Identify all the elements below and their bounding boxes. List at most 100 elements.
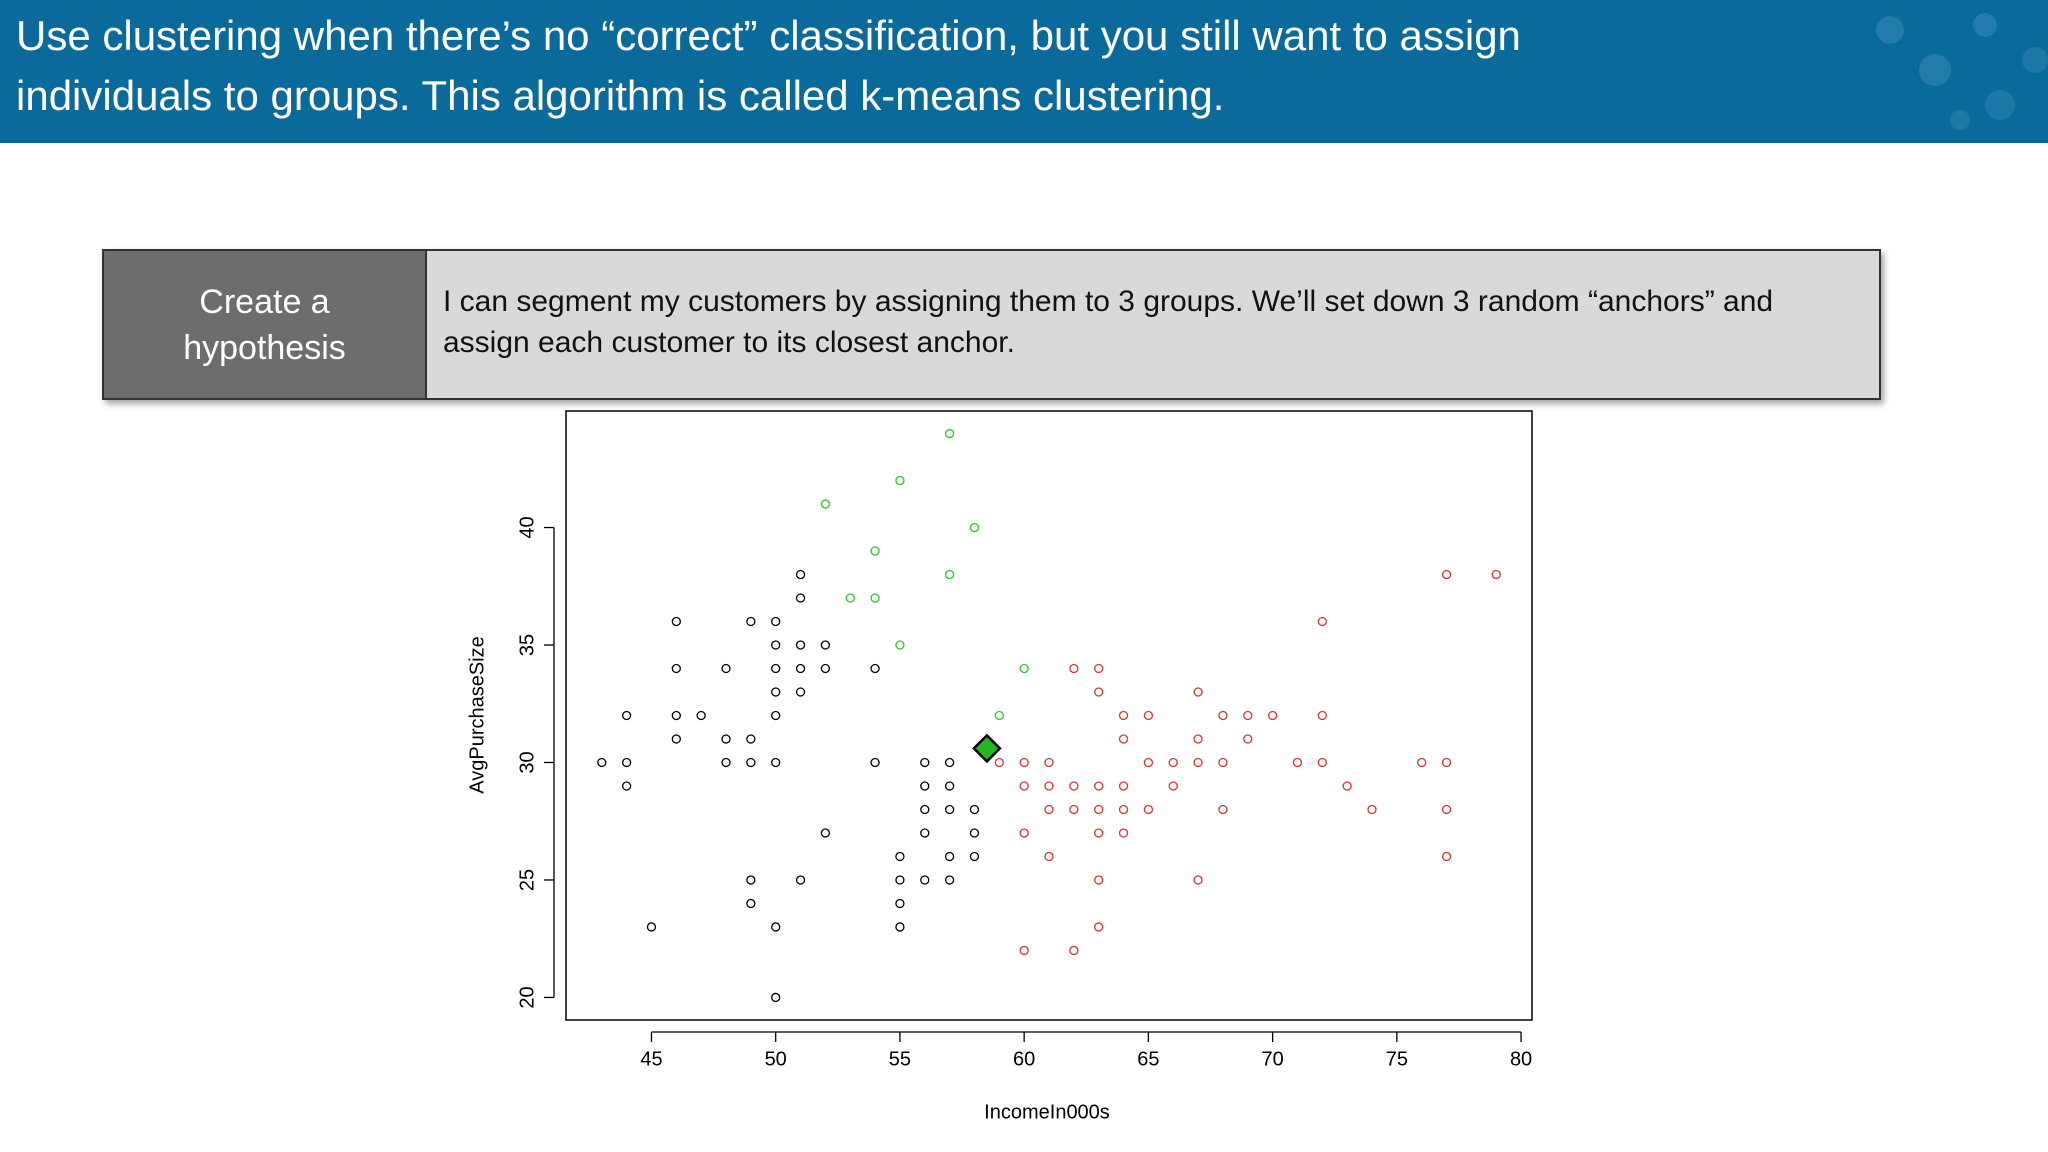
data-point xyxy=(1168,757,1178,768)
data-point xyxy=(920,875,930,885)
data-point xyxy=(1193,687,1203,697)
data-point xyxy=(1317,616,1327,627)
data-point xyxy=(969,851,980,862)
x-tick-label: 60 xyxy=(1013,1048,1035,1070)
data-point xyxy=(1019,781,1029,791)
data-point xyxy=(944,569,955,580)
data-point xyxy=(795,569,806,580)
data-point xyxy=(1069,945,1079,956)
data-point xyxy=(994,757,1004,768)
data-point xyxy=(944,851,955,862)
data-point xyxy=(845,593,855,603)
data-point xyxy=(771,992,781,1003)
data-point xyxy=(1417,757,1427,768)
data-point xyxy=(597,757,607,768)
data-point xyxy=(795,640,806,650)
anchor-point xyxy=(972,733,1002,764)
header-line: Use clustering when there’s no “correct”… xyxy=(16,12,1521,59)
data-point xyxy=(621,757,632,768)
header-decoration xyxy=(1876,13,2048,130)
data-point xyxy=(944,804,955,815)
data-point xyxy=(1094,875,1104,885)
data-point xyxy=(795,593,806,603)
data-point xyxy=(1168,781,1178,791)
data-point xyxy=(920,757,930,768)
data-point xyxy=(1292,757,1303,768)
data-point xyxy=(1094,781,1104,791)
data-point xyxy=(1441,757,1452,768)
data-point xyxy=(944,875,955,885)
y-axis-label: AvgPurchaseSize xyxy=(466,636,488,794)
data-point xyxy=(671,663,681,674)
data-point xyxy=(746,757,756,768)
data-point xyxy=(721,757,731,768)
data-point xyxy=(1267,710,1278,721)
data-point xyxy=(944,757,955,768)
data-point xyxy=(969,804,980,815)
data-point xyxy=(1118,781,1129,791)
data-point xyxy=(1044,781,1054,791)
data-point xyxy=(771,757,781,768)
data-point xyxy=(1019,757,1029,768)
data-point xyxy=(771,687,781,697)
data-point xyxy=(795,687,806,697)
data-point xyxy=(820,499,831,509)
y-tick-label: 40 xyxy=(516,516,538,538)
data-point xyxy=(820,828,831,838)
data-point xyxy=(1367,804,1377,815)
data-point xyxy=(1491,569,1501,580)
data-point xyxy=(870,546,880,556)
data-point xyxy=(895,898,905,909)
data-point xyxy=(1143,710,1154,721)
x-axis-label: IncomeIn000s xyxy=(984,1101,1110,1123)
x-tick-label: 45 xyxy=(640,1048,662,1070)
data-point xyxy=(1019,828,1029,838)
y-tick-label: 35 xyxy=(516,634,538,656)
data-point xyxy=(1069,781,1079,791)
data-point xyxy=(1193,757,1203,768)
data-point xyxy=(1118,804,1129,815)
data-point xyxy=(1193,875,1203,885)
data-point xyxy=(969,522,980,533)
data-point xyxy=(746,616,756,627)
data-point xyxy=(621,781,632,791)
data-point xyxy=(1094,804,1104,815)
header: Use clustering when there’s no “correct”… xyxy=(0,0,2048,143)
data-point xyxy=(1094,922,1104,932)
data-point xyxy=(1218,710,1228,721)
data-point xyxy=(895,875,905,885)
data-point xyxy=(1118,734,1129,744)
data-point xyxy=(1069,663,1079,674)
data-point xyxy=(795,663,806,674)
hypothesis-label: Create a hypothesis xyxy=(104,251,427,398)
data-point xyxy=(1143,804,1154,815)
data-point xyxy=(1044,804,1054,815)
data-point xyxy=(746,875,756,885)
data-point xyxy=(1143,757,1154,768)
data-point xyxy=(1218,757,1228,768)
y-tick-label: 25 xyxy=(516,869,538,891)
data-point xyxy=(1218,804,1228,815)
x-tick-label: 75 xyxy=(1386,1048,1408,1070)
data-point xyxy=(820,663,831,674)
data-point xyxy=(646,922,657,932)
data-point xyxy=(771,663,781,674)
x-tick-label: 80 xyxy=(1510,1048,1532,1070)
data-point xyxy=(671,734,681,744)
data-point xyxy=(870,593,880,603)
data-point xyxy=(1094,663,1104,674)
data-point xyxy=(1094,828,1104,838)
x-tick-label: 70 xyxy=(1261,1048,1283,1070)
data-point xyxy=(771,710,781,721)
data-point xyxy=(920,804,930,815)
data-point xyxy=(1118,828,1129,838)
data-point xyxy=(771,922,781,932)
data-point xyxy=(795,875,806,885)
data-point xyxy=(895,475,905,486)
data-point xyxy=(671,616,681,627)
data-point xyxy=(771,616,781,627)
data-point xyxy=(870,663,880,674)
data-point xyxy=(1441,804,1452,815)
data-point xyxy=(1243,710,1253,721)
